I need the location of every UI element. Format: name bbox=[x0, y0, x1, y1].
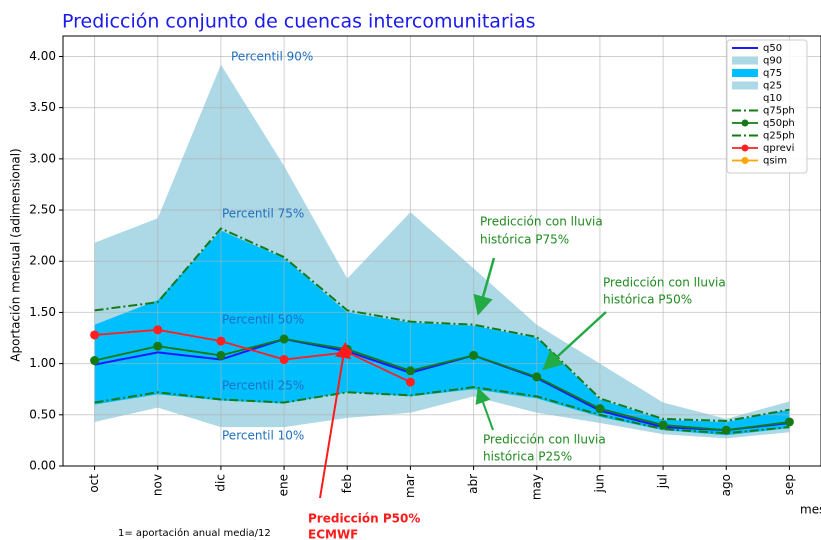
annotation: histórica P50% bbox=[603, 293, 692, 307]
y-tick-label: 2.50 bbox=[29, 203, 56, 217]
annotation: histórica P75% bbox=[480, 233, 569, 247]
marker bbox=[90, 330, 100, 340]
legend-swatch bbox=[732, 94, 758, 102]
annotation: Percentil 90% bbox=[231, 50, 313, 64]
x-tick-label: may bbox=[529, 474, 543, 500]
annotations: Percentil 90% Percentil 75% Percentil 50… bbox=[222, 50, 726, 540]
annotation: ECMWF bbox=[308, 528, 358, 540]
x-tick-label: oct bbox=[87, 474, 101, 493]
line bbox=[94, 338, 790, 432]
x-tick-label: mar bbox=[403, 474, 417, 498]
annotation: Percentil 25% bbox=[222, 379, 304, 393]
legend-label: q75 bbox=[763, 68, 782, 79]
y-tick-label: 1.00 bbox=[29, 356, 56, 370]
legend-label: q75ph bbox=[763, 106, 795, 117]
marker bbox=[279, 355, 289, 365]
marker bbox=[784, 417, 794, 427]
footnote: 1= aportación anual media/12 bbox=[118, 527, 271, 539]
legend-swatch bbox=[741, 144, 749, 152]
x-tick-label: jun bbox=[592, 474, 606, 494]
arrow bbox=[475, 387, 494, 431]
annotation: Predicción con lluvia bbox=[483, 433, 606, 447]
marker bbox=[532, 372, 542, 382]
legend-swatch bbox=[741, 157, 749, 164]
annotation: Predicción con lluvia bbox=[480, 215, 603, 229]
x-tick-label: ene bbox=[277, 474, 291, 496]
legend-swatch bbox=[741, 119, 749, 127]
legend-label: q10 bbox=[763, 93, 782, 104]
marker bbox=[405, 366, 415, 376]
chart-title: Predicción conjunto de cuencas intercomu… bbox=[62, 11, 536, 33]
marker bbox=[469, 350, 479, 360]
y-tick-label: 0.50 bbox=[29, 407, 56, 421]
marker bbox=[216, 336, 226, 346]
annotation: histórica P25% bbox=[483, 450, 572, 464]
arrow bbox=[542, 311, 607, 371]
arrow bbox=[473, 257, 496, 316]
y-tick-label: 3.00 bbox=[29, 151, 56, 165]
plot-area: 0.00 0.50 1.00 1.50 2.00 2.50 3.00 3.50 4.00 oct n… bbox=[29, 35, 821, 500]
annotation: Predicción P50% bbox=[308, 512, 420, 526]
legend-label: qsim bbox=[763, 156, 787, 167]
annotation: Percentil 50% bbox=[222, 313, 304, 327]
legend-swatch bbox=[732, 81, 758, 90]
legend-label: q50 bbox=[763, 43, 782, 54]
line bbox=[94, 328, 411, 383]
marker bbox=[216, 350, 226, 360]
y-tick-label: 4.00 bbox=[29, 49, 56, 63]
area bbox=[94, 396, 790, 466]
marker bbox=[90, 356, 100, 366]
x-tick-label: jul bbox=[656, 474, 670, 489]
x-tick-label: feb bbox=[340, 474, 354, 493]
annotation: Predicción con lluvia bbox=[603, 276, 726, 290]
x-tick-label: abr bbox=[466, 474, 480, 494]
line bbox=[94, 338, 790, 432]
axes-frame bbox=[62, 35, 821, 467]
legend-label: q25ph bbox=[763, 131, 795, 142]
line bbox=[94, 227, 790, 422]
y-tick-label: 0.00 bbox=[29, 459, 56, 473]
x-tick-label: dic bbox=[213, 474, 227, 492]
legend-label: q50ph bbox=[763, 118, 795, 129]
legend-label: q90 bbox=[763, 56, 782, 67]
x-tick-label: sep bbox=[782, 474, 796, 495]
marker bbox=[153, 341, 163, 351]
y-tick-label: 1.50 bbox=[29, 305, 56, 319]
x-tick-label: nov bbox=[150, 474, 164, 496]
x-tick-label: ago bbox=[719, 474, 733, 496]
marker bbox=[279, 334, 289, 344]
y-tick-label: 2.00 bbox=[29, 254, 56, 268]
legend-swatch bbox=[732, 69, 758, 77]
arrow bbox=[319, 342, 351, 499]
y-tick-label: 3.50 bbox=[29, 100, 56, 114]
marker bbox=[405, 377, 415, 387]
legend-swatch bbox=[732, 56, 758, 65]
annotation: Percentil 10% bbox=[222, 429, 304, 443]
x-axis-label: mes bbox=[800, 503, 821, 517]
marker bbox=[153, 325, 163, 335]
marker bbox=[595, 404, 605, 414]
legend-label: qprevi bbox=[763, 143, 794, 154]
line bbox=[94, 386, 790, 435]
legend-label: q25 bbox=[763, 81, 782, 92]
y-axis-label: Aportación mensual (adimensional) bbox=[9, 148, 23, 361]
annotation: Percentil 75% bbox=[222, 207, 304, 221]
marker bbox=[658, 420, 668, 430]
